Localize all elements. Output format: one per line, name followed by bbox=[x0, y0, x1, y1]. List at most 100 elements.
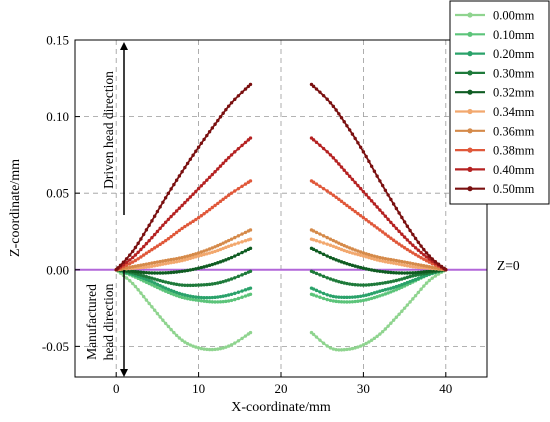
data-point bbox=[350, 207, 355, 212]
data-point bbox=[188, 297, 193, 301]
data-point bbox=[166, 237, 171, 241]
data-point bbox=[205, 282, 209, 287]
data-point bbox=[391, 279, 396, 283]
data-point bbox=[361, 283, 366, 287]
data-point bbox=[150, 261, 154, 265]
data-point bbox=[378, 208, 382, 212]
data-point bbox=[133, 253, 138, 257]
data-point bbox=[202, 252, 206, 257]
data-point bbox=[158, 315, 162, 319]
data-point bbox=[364, 193, 368, 197]
data-point bbox=[185, 296, 190, 301]
data-point bbox=[136, 272, 140, 276]
data-point bbox=[172, 182, 176, 187]
data-point bbox=[152, 264, 157, 268]
data-point bbox=[413, 262, 418, 266]
data-point bbox=[350, 263, 355, 268]
data-point bbox=[169, 270, 173, 275]
data-point bbox=[342, 248, 346, 253]
series-group bbox=[114, 82, 448, 352]
data-point bbox=[172, 330, 176, 335]
data-point bbox=[194, 298, 198, 302]
data-point bbox=[224, 293, 228, 298]
data-point bbox=[236, 274, 241, 279]
data-point bbox=[199, 346, 204, 351]
data-point bbox=[375, 290, 379, 294]
data-point bbox=[174, 293, 179, 298]
data-point bbox=[337, 112, 341, 116]
data-point bbox=[188, 256, 193, 261]
data-point bbox=[147, 265, 151, 269]
data-point bbox=[444, 268, 448, 272]
data-point bbox=[188, 221, 193, 225]
data-point bbox=[141, 294, 146, 299]
data-point bbox=[394, 284, 399, 289]
data-point bbox=[353, 283, 357, 287]
data-point bbox=[188, 195, 193, 199]
data-point bbox=[202, 347, 206, 351]
data-point bbox=[191, 294, 195, 299]
data-point bbox=[221, 197, 225, 202]
data-point bbox=[169, 327, 173, 332]
data-point bbox=[364, 341, 368, 346]
data-point bbox=[350, 132, 355, 136]
legend-label: 0.34mm bbox=[493, 105, 535, 119]
legend-label: 0.00mm bbox=[493, 9, 535, 23]
data-point bbox=[361, 254, 366, 258]
data-point bbox=[334, 299, 338, 304]
data-point bbox=[229, 237, 234, 241]
data-point bbox=[236, 146, 241, 151]
data-point bbox=[422, 270, 426, 274]
data-point bbox=[345, 261, 349, 266]
data-point bbox=[213, 122, 217, 126]
data-point bbox=[337, 241, 341, 245]
data-point bbox=[172, 289, 176, 294]
data-point bbox=[161, 288, 165, 292]
data-point bbox=[191, 219, 195, 224]
legend-label: 0.40mm bbox=[493, 163, 535, 177]
data-point bbox=[402, 235, 407, 239]
data-point bbox=[391, 202, 396, 206]
data-point bbox=[194, 345, 198, 349]
data-point bbox=[233, 189, 237, 193]
data-point bbox=[386, 193, 390, 197]
data-point bbox=[413, 270, 418, 275]
data-point bbox=[205, 264, 209, 268]
data-point bbox=[144, 298, 149, 302]
data-point bbox=[158, 205, 162, 209]
data-point bbox=[408, 279, 412, 284]
data-point bbox=[141, 232, 146, 237]
data-point bbox=[158, 278, 162, 283]
data-point bbox=[163, 238, 168, 243]
data-point bbox=[218, 199, 223, 204]
data-point bbox=[147, 238, 151, 243]
data-point bbox=[248, 286, 253, 290]
data-point bbox=[172, 212, 176, 216]
data-point bbox=[224, 195, 228, 199]
data-point bbox=[191, 153, 195, 157]
data-point bbox=[240, 336, 244, 341]
data-point bbox=[314, 87, 319, 91]
legend-item-0-50mm: 0.50mm bbox=[455, 182, 535, 196]
data-point bbox=[147, 271, 151, 275]
data-point bbox=[166, 258, 171, 262]
data-point bbox=[361, 251, 366, 255]
data-point bbox=[430, 276, 434, 280]
data-point bbox=[397, 271, 401, 275]
data-point bbox=[364, 255, 368, 259]
data-point bbox=[141, 270, 146, 275]
data-point bbox=[318, 184, 322, 188]
data-point bbox=[155, 260, 160, 264]
data-point bbox=[243, 182, 248, 186]
data-point bbox=[229, 153, 234, 157]
data-point bbox=[210, 126, 215, 130]
data-point bbox=[216, 261, 220, 265]
data-point bbox=[183, 200, 187, 205]
data-point bbox=[147, 301, 151, 306]
data-point bbox=[372, 295, 377, 300]
data-point bbox=[380, 230, 385, 234]
data-point bbox=[364, 293, 368, 297]
data-point bbox=[337, 299, 341, 304]
data-point bbox=[180, 258, 184, 263]
data-point bbox=[339, 247, 344, 252]
